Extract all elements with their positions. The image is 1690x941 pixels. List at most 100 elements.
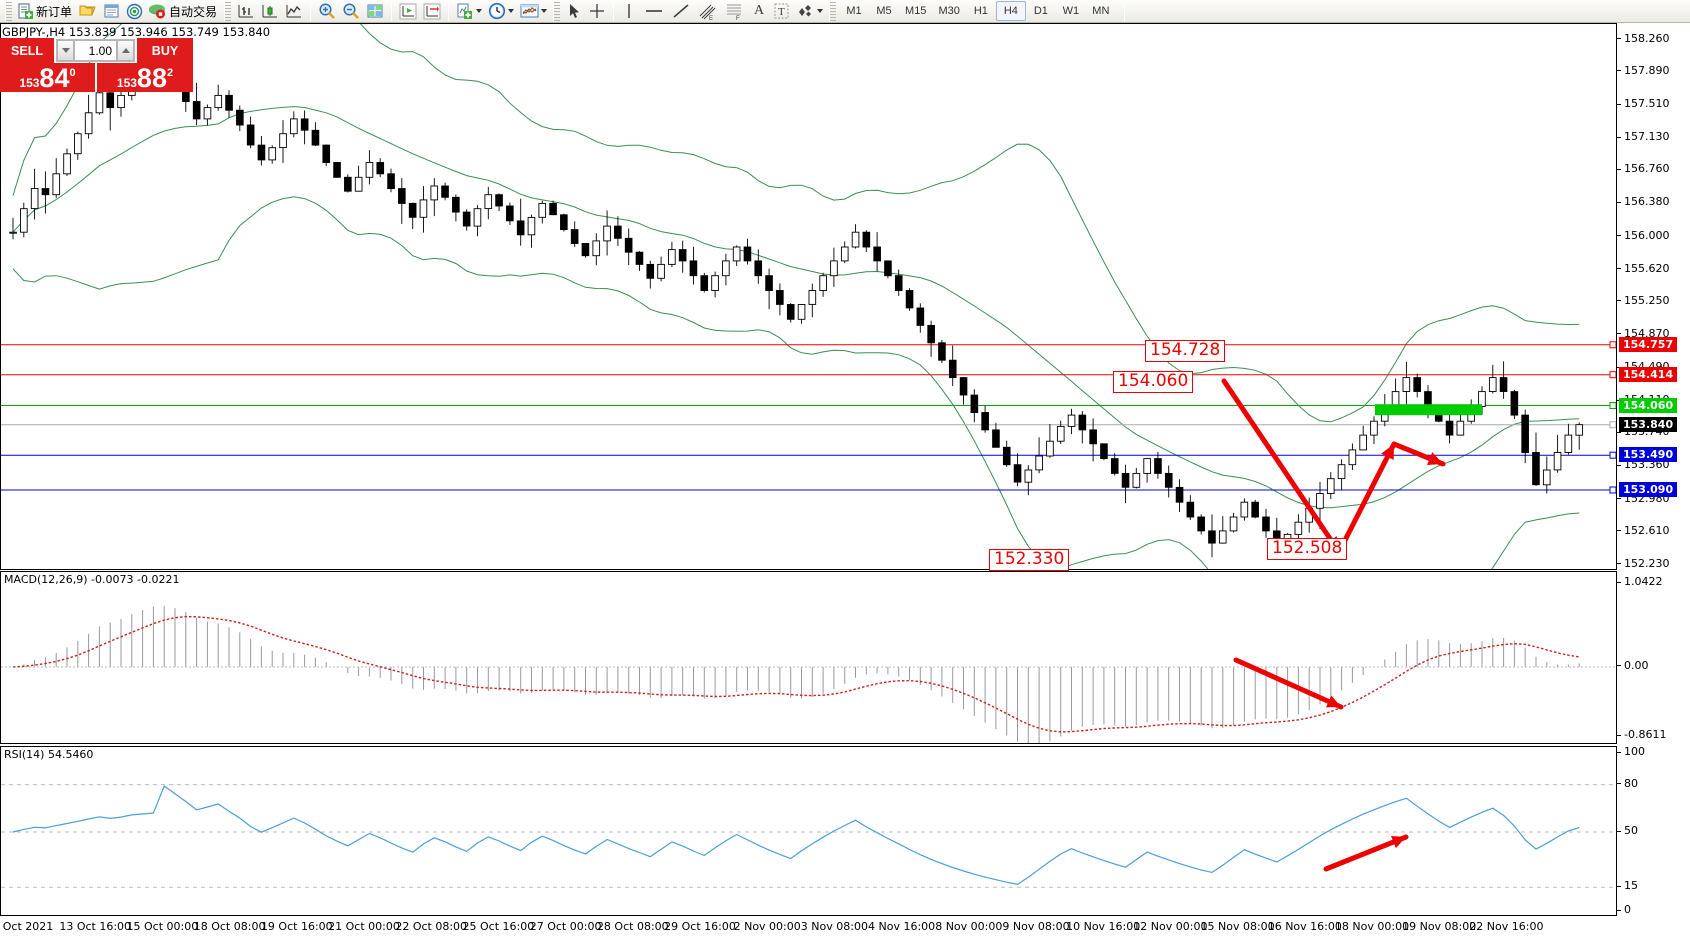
time-axis[interactable]: Oct 2021 13 Oct 16:00 15 Oct 00:00 18 Oct 0… [0, 916, 1690, 941]
sell-price-major: 84 [39, 63, 70, 93]
rsi-tick: 15 [1617, 879, 1638, 892]
price-marker-154-060[interactable]: 154.060 [1619, 397, 1678, 413]
zoom-in-icon[interactable] [315, 1, 339, 22]
annot-152-508[interactable]: 152.508 [1267, 538, 1348, 560]
rsi-axis[interactable]: 100 80 50 15 0 [1617, 745, 1690, 916]
toolbar-grip-2[interactable] [224, 1, 232, 21]
buy-price-display[interactable]: 153 88 2 [97, 63, 193, 92]
time-tick: 13 Oct 16:00 [59, 920, 132, 933]
chevron-down-icon-2[interactable] [508, 9, 515, 13]
vline-icon[interactable] [618, 1, 640, 22]
chart-shift-icon[interactable] [396, 1, 420, 22]
price-chart-pane[interactable] [0, 23, 1617, 570]
time-tick: 15 Oct 00:00 [126, 920, 199, 933]
volume-stepper[interactable]: 1.00 [56, 39, 135, 62]
toolbar-separator-5 [1123, 1, 1125, 21]
price-tick: 157.130 [1617, 130, 1670, 143]
toolbar-grip[interactable] [5, 1, 12, 21]
rsi-pane[interactable]: RSI(14) 54.5460 [0, 746, 1617, 916]
annot-152-330[interactable]: 152.330 [989, 549, 1070, 571]
text-icon[interactable]: A [753, 3, 765, 18]
annot-154-060[interactable]: 154.060 [1113, 371, 1194, 393]
indicator-icon[interactable] [453, 1, 485, 22]
annot-154-728[interactable]: 154.728 [1145, 340, 1226, 362]
toolbar-separator-2 [391, 1, 393, 21]
signals-icon[interactable] [123, 1, 146, 22]
time-tick: 4 Nov 16:00 [868, 920, 936, 933]
rsi-label: RSI(14) 54.5460 [4, 748, 94, 761]
sell-button[interactable]: SELL [0, 38, 54, 63]
cursor-icon[interactable] [563, 1, 585, 22]
zoom-out-icon[interactable] [339, 1, 363, 22]
time-tick: 2 Nov 00:00 [733, 920, 801, 933]
timeframe-h1[interactable]: H1 [973, 5, 988, 17]
price-marker-153-090[interactable]: 153.090 [1619, 481, 1678, 497]
price-tick: 156.000 [1617, 229, 1670, 242]
price-tick: 156.760 [1617, 162, 1670, 175]
timeframe-m15[interactable]: M15 [905, 5, 927, 17]
toolbar-grip-3[interactable] [553, 1, 561, 21]
period-icon[interactable] [485, 1, 517, 22]
equidistant-channel-icon[interactable]: E [694, 1, 721, 22]
price-marker-153-490[interactable]: 153.490 [1619, 447, 1678, 463]
toolbar-separator-4 [613, 1, 615, 21]
objects-icon[interactable] [793, 1, 826, 22]
price-marker-154-414[interactable]: 154.414 [1619, 366, 1678, 382]
one-click-trade-panel: SELL 1.00 BUY 153 84 0 153 88 2 [0, 38, 193, 92]
macd-axis[interactable]: 1.0422 0.00 -0.8611 [1617, 571, 1690, 744]
macd-pane[interactable]: MACD(12,26,9) -0.0073 -0.0221 [0, 571, 1617, 744]
label-icon[interactable]: T [770, 1, 793, 22]
macd-tick: 0.00 [1617, 659, 1649, 672]
bar-chart-icon[interactable] [234, 1, 258, 22]
time-tick: 9 Nov 08:00 [1002, 920, 1070, 933]
trendline-icon[interactable] [668, 1, 694, 22]
new-order-button[interactable]: 新订单 [15, 1, 76, 22]
price-chart-canvas [1, 24, 1616, 569]
price-marker-153-840[interactable]: 153.840 [1619, 416, 1678, 432]
timeframe-m1[interactable]: M1 [846, 5, 862, 17]
price-axis[interactable]: 158.260 157.890 157.510 157.130 156.760 156.3… [1617, 23, 1690, 570]
toolbar-separator-3 [448, 1, 450, 21]
folder-icon[interactable] [76, 1, 100, 22]
timeframe-d1[interactable]: D1 [1033, 5, 1048, 17]
chevron-down-icon-3[interactable] [541, 9, 548, 13]
template-icon[interactable] [517, 1, 550, 22]
timeframe-mn[interactable]: MN [1092, 5, 1110, 17]
rsi-tick: 80 [1617, 777, 1638, 790]
time-tick: 22 Oct 08:00 [395, 920, 468, 933]
toolbar-grip-4[interactable] [829, 1, 837, 21]
volume-decrease-button[interactable] [57, 40, 74, 61]
buy-button[interactable]: BUY [137, 38, 193, 63]
trade-panel-top-row: SELL 1.00 BUY [0, 38, 193, 63]
timeframe-m30[interactable]: M30 [938, 5, 960, 17]
line-chart-icon[interactable] [282, 1, 306, 22]
time-tick: 18 Nov 00:00 [1334, 920, 1410, 933]
volume-increase-button[interactable] [117, 40, 134, 61]
crosshair-icon[interactable] [585, 1, 609, 22]
timeframe-h4[interactable]: H4 [995, 1, 1026, 21]
fibonacci-icon[interactable]: F [721, 1, 748, 22]
time-tick: 3 Nov 08:00 [800, 920, 868, 933]
time-tick: 27 Oct 00:00 [529, 920, 602, 933]
toolbar-separator-1 [310, 1, 312, 21]
chevron-down-icon[interactable] [476, 9, 483, 13]
volume-value[interactable]: 1.00 [74, 40, 117, 61]
data-grid-icon[interactable] [363, 1, 387, 22]
price-tick: 155.620 [1617, 262, 1670, 275]
autotrading-button[interactable]: 自动交易 [146, 1, 221, 22]
time-tick: 10 Nov 16:00 [1066, 920, 1141, 933]
data-window-icon[interactable] [100, 1, 123, 22]
hline-icon[interactable] [640, 1, 668, 22]
sell-price-display[interactable]: 153 84 0 [0, 63, 95, 92]
candle-chart-icon[interactable] [258, 1, 282, 22]
time-tick: 12 Nov 00:00 [1133, 920, 1208, 933]
macd-tick: 1.0422 [1617, 575, 1663, 588]
timeframe-w1[interactable]: W1 [1062, 5, 1080, 17]
svg-text:T: T [778, 6, 785, 18]
price-tick: 155.250 [1617, 294, 1670, 307]
price-marker-154-757[interactable]: 154.757 [1619, 336, 1678, 352]
chevron-down-icon-4[interactable] [817, 9, 824, 13]
auto-scroll-icon[interactable] [420, 1, 444, 22]
price-tick: 156.380 [1617, 195, 1670, 208]
timeframe-m5[interactable]: M5 [876, 5, 892, 17]
